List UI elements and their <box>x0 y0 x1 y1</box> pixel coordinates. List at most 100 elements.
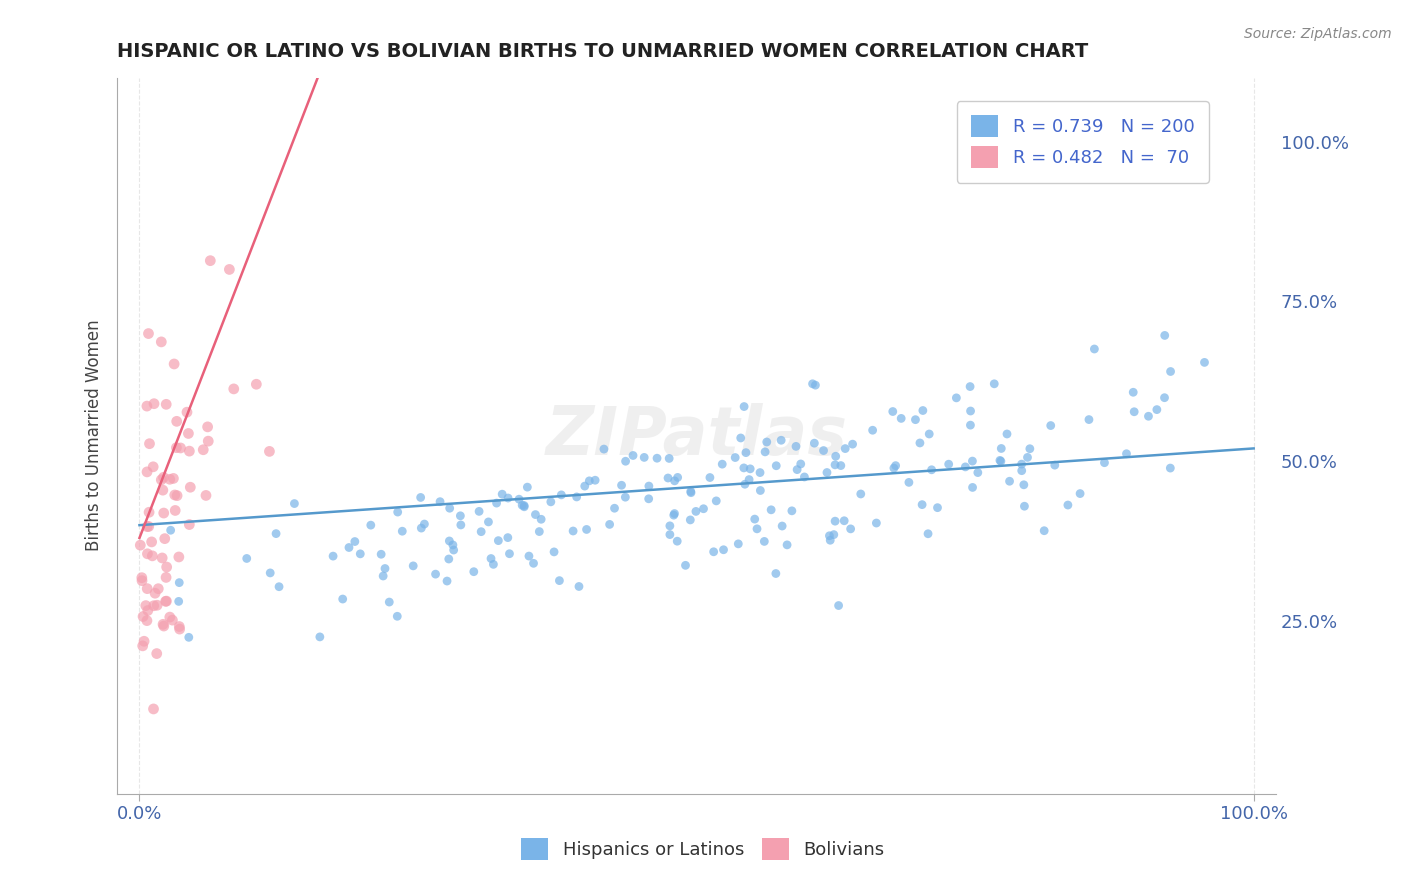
Point <box>548 574 571 588</box>
Point <box>927 500 949 515</box>
Point <box>142 702 165 716</box>
Point <box>155 594 177 608</box>
Point <box>193 442 215 457</box>
Point <box>159 472 181 486</box>
Point <box>599 517 621 532</box>
Point <box>150 334 173 349</box>
Point <box>803 436 825 450</box>
Point <box>529 524 551 539</box>
Point <box>754 445 776 459</box>
Point <box>988 453 1011 467</box>
Point <box>135 399 157 413</box>
Point <box>574 479 596 493</box>
Point <box>343 534 366 549</box>
Point <box>679 485 702 500</box>
Point <box>962 454 984 468</box>
Point <box>770 519 793 533</box>
Point <box>823 527 845 541</box>
Point <box>621 449 644 463</box>
Point <box>142 459 165 474</box>
Point <box>1083 342 1105 356</box>
Point <box>839 522 862 536</box>
Point <box>1094 456 1116 470</box>
Point <box>477 515 499 529</box>
Point <box>138 326 160 341</box>
Point <box>162 471 184 485</box>
Point <box>543 545 565 559</box>
Point <box>129 538 152 552</box>
Point <box>1017 450 1039 465</box>
Point <box>754 534 776 549</box>
Point <box>1123 405 1146 419</box>
Point <box>131 574 153 588</box>
Point <box>152 483 174 498</box>
Point <box>411 521 433 535</box>
Point <box>145 647 167 661</box>
Point <box>222 382 245 396</box>
Point <box>818 529 841 543</box>
Point <box>159 523 181 537</box>
Point <box>955 459 977 474</box>
Point <box>332 592 354 607</box>
Point <box>337 541 360 555</box>
Point <box>834 442 856 456</box>
Point <box>827 599 849 613</box>
Point <box>283 497 305 511</box>
Point <box>370 547 392 561</box>
Point <box>148 582 170 596</box>
Point <box>322 549 344 563</box>
Point <box>177 426 200 441</box>
Text: Source: ZipAtlas.com: Source: ZipAtlas.com <box>1244 27 1392 41</box>
Point <box>990 454 1012 468</box>
Point <box>841 437 863 451</box>
Point <box>704 494 727 508</box>
Point <box>666 534 689 549</box>
Point <box>1153 328 1175 343</box>
Point <box>1137 409 1160 424</box>
Point <box>744 512 766 526</box>
Point <box>830 458 852 473</box>
Point <box>662 508 685 523</box>
Point <box>780 504 803 518</box>
Point <box>517 549 540 563</box>
Point <box>153 619 176 633</box>
Point <box>633 450 655 465</box>
Point <box>486 533 509 548</box>
Point <box>638 479 661 493</box>
Point <box>755 434 778 449</box>
Point <box>439 533 461 548</box>
Point <box>136 603 159 617</box>
Point <box>245 377 267 392</box>
Point <box>135 599 157 613</box>
Point <box>614 490 637 504</box>
Point <box>959 404 981 418</box>
Point <box>938 457 960 471</box>
Point <box>921 463 943 477</box>
Point <box>657 471 679 485</box>
Point <box>575 523 598 537</box>
Point <box>496 531 519 545</box>
Point <box>463 565 485 579</box>
Point <box>513 500 536 514</box>
Point <box>143 397 166 411</box>
Point <box>155 594 177 608</box>
Point <box>1115 447 1137 461</box>
Point <box>159 610 181 624</box>
Point <box>264 526 287 541</box>
Point <box>918 427 941 442</box>
Point <box>790 457 813 471</box>
Point <box>865 516 887 530</box>
Point <box>166 414 188 428</box>
Point <box>150 551 173 566</box>
Point <box>136 465 159 479</box>
Point <box>437 552 460 566</box>
Point <box>1012 477 1035 491</box>
Point <box>904 412 927 426</box>
Point <box>138 436 160 450</box>
Point <box>713 542 735 557</box>
Point <box>1011 464 1033 478</box>
Point <box>1078 412 1101 426</box>
Point <box>409 491 432 505</box>
Point <box>136 614 159 628</box>
Point <box>711 457 734 471</box>
